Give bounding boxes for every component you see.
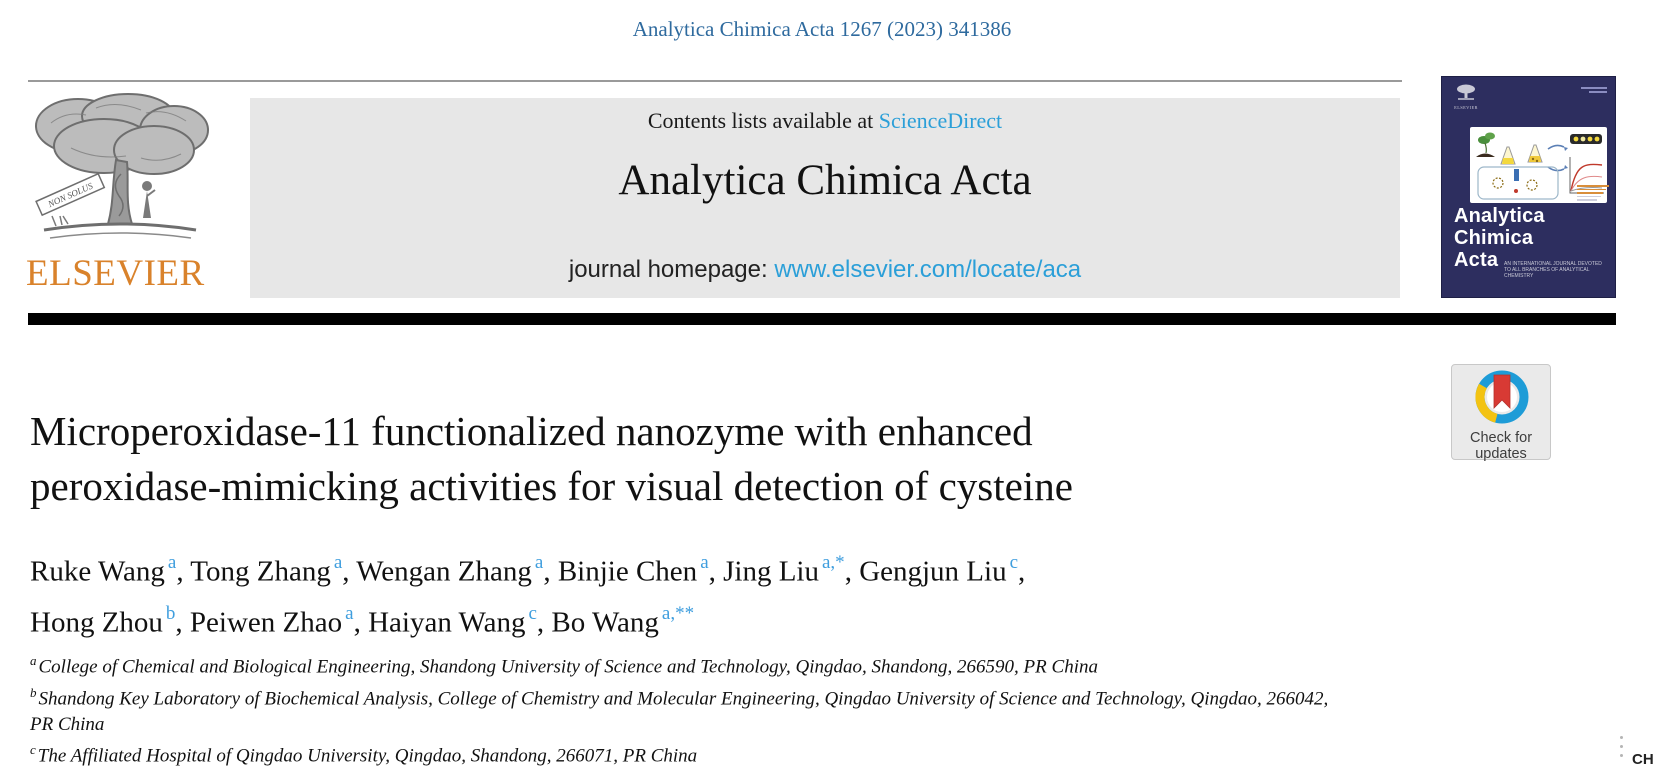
author-affiliation-sup: a: [167, 552, 177, 573]
check-for-updates-badge[interactable]: Check for updates: [1451, 364, 1551, 462]
author-affiliation-sup: a: [333, 552, 343, 573]
article-title-line1: Microperoxidase-11 functionalized nanozy…: [30, 408, 1033, 454]
author-affiliation-sup: a,*: [822, 552, 845, 573]
crossmark-icon: [1475, 370, 1529, 424]
author-affiliation-sup: a: [345, 602, 354, 624]
author-affiliation-sup: c: [528, 602, 537, 624]
author-name: Gengjun Liu: [859, 555, 1007, 588]
author-name: Wengan Zhang: [356, 555, 532, 588]
author-name: Tong Zhang: [190, 555, 331, 588]
affiliation-entry: b Shandong Key Laboratory of Biochemical …: [30, 680, 1390, 737]
author-name: Jing Liu: [723, 555, 819, 588]
author-affiliation-sup: a,**: [661, 602, 695, 624]
author-name: Haiyan Wang: [368, 606, 526, 639]
header-divider: [28, 80, 1402, 82]
elsevier-tree-icon: NON SOLUS: [35, 93, 209, 239]
author-affiliation-sup: b: [165, 602, 176, 624]
author-list: Ruke Wang a, Tong Zhang a, Wengan Zhang a, …: [30, 543, 1330, 644]
affiliation-sup: c: [30, 742, 36, 758]
cover-elsevier-logo: ELSEVIER: [1451, 84, 1481, 110]
author-name: Bo Wang: [551, 606, 659, 639]
section-divider-bar: [28, 313, 1616, 325]
elsevier-logo[interactable]: NON SOLUS ELSEVIER: [26, 88, 222, 295]
citation-link[interactable]: Analytica Chimica Acta 1267 (2023) 34138…: [632, 17, 1012, 41]
author-affiliation-sup: c: [1009, 552, 1019, 573]
cutoff-chemical-label: CH: [1632, 751, 1654, 768]
affiliation-text-line: c The Affiliated Hospital of Qingdao Univ…: [30, 742, 698, 767]
author-name: Binjie Chen: [557, 555, 698, 588]
badge-text: Check for updates: [1469, 430, 1533, 462]
author-name: Hong Zhou: [30, 606, 163, 639]
affiliation-entry: a College of Chemical and Biological Engi…: [30, 648, 1390, 680]
author-affiliation-sup: a: [534, 552, 544, 573]
cover-elsevier-text: ELSEVIER: [1454, 105, 1478, 110]
affiliation-entry: c The Affiliated Hospital of Qingdao Univ…: [30, 737, 1390, 769]
affiliation-text-line: a College of Chemical and Biological Engi…: [30, 653, 1098, 678]
journal-cover-thumbnail[interactable]: ELSEVIER: [1441, 76, 1616, 298]
author-line: Hong Zhou b, Peiwen Zhao a, Haiyan Wang c, …: [30, 602, 695, 639]
affiliation-text-line: PR China: [30, 713, 105, 735]
affiliation-sup: b: [30, 684, 37, 700]
citation-line: Analytica Chimica Acta 1267 (2023) 34138…: [28, 17, 1616, 42]
cover-issn-lines: [1581, 87, 1607, 95]
cover-title: Analytica Chimica Acta: [1454, 205, 1545, 271]
cover-tagline: AN INTERNATIONAL JOURNAL DEVOTED TO ALL …: [1504, 261, 1602, 279]
sciencedirect-link[interactable]: ScienceDirect: [878, 108, 1003, 133]
cutoff-dotted-line: [1620, 736, 1623, 763]
author-name: Ruke Wang: [30, 555, 165, 588]
cover-graphical-abstract: [1470, 127, 1607, 203]
contents-line: Contents lists available at ScienceDirec…: [250, 108, 1400, 134]
author-affiliation-sup: a: [700, 552, 709, 573]
affiliation-list: a College of Chemical and Biological Engi…: [30, 648, 1390, 769]
article-title-line2: peroxidase-mimicking activities for visu…: [30, 463, 1073, 509]
affiliation-text-line: b Shandong Key Laboratory of Biochemical …: [30, 684, 1329, 710]
homepage-line: journal homepage: www.elsevier.com/locat…: [250, 256, 1400, 284]
journal-title: Analytica Chimica Acta: [618, 157, 1032, 204]
cover-side-text: [1577, 185, 1609, 203]
article-title: Microperoxidase-11 functionalized nanozy…: [30, 404, 1290, 514]
author-line: Ruke Wang a, Tong Zhang a, Wengan Zhang a, …: [30, 552, 1026, 588]
cover-tree-icon: [1457, 84, 1475, 100]
elsevier-wordmark: ELSEVIER: [26, 253, 205, 294]
journal-banner: Contents lists available at ScienceDirec…: [250, 98, 1400, 298]
contents-prefix: Contents lists available at: [647, 108, 874, 133]
affiliation-sup: a: [30, 653, 37, 668]
author-name: Peiwen Zhao: [189, 606, 343, 639]
homepage-link[interactable]: www.elsevier.com/locate/aca: [774, 256, 1082, 283]
homepage-label: journal homepage:: [568, 256, 768, 283]
